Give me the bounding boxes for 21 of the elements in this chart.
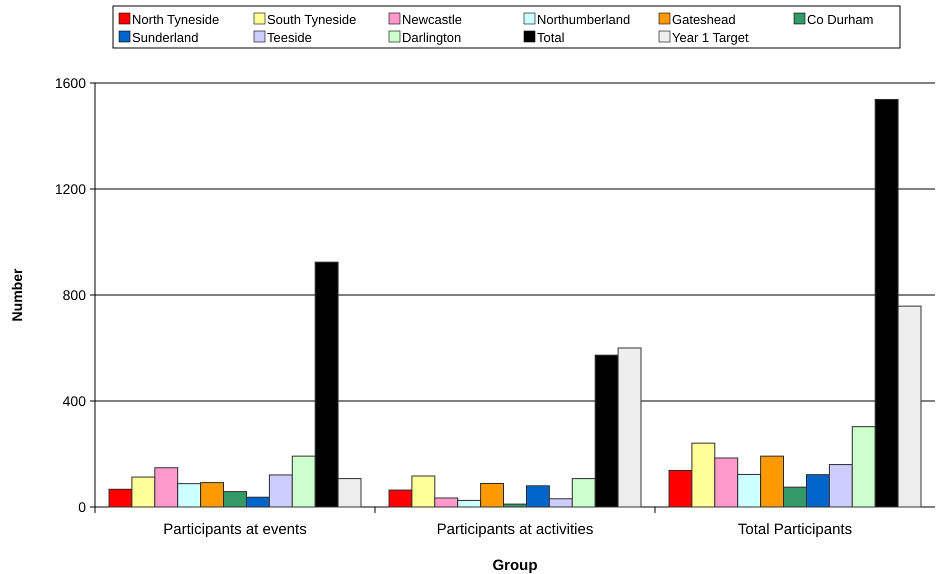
y-tick-label: 800 xyxy=(62,286,86,303)
legend-label: Year 1 Target xyxy=(672,30,750,45)
y-tick-label: 0 xyxy=(78,498,86,515)
legend-label: Newcastle xyxy=(402,12,462,27)
y-axis-title: Number xyxy=(9,268,25,322)
y-tick-label: 1200 xyxy=(54,180,86,197)
legend-label: Co Durham xyxy=(807,12,874,27)
x-tick-label: Participants at activities xyxy=(436,521,594,538)
legend-label: Darlington xyxy=(402,30,462,45)
y-tick-label: 1600 xyxy=(54,74,86,91)
legend-label: South Tyneside xyxy=(267,12,356,27)
legend-label: Sunderland xyxy=(132,30,198,45)
x-axis-title: Group xyxy=(492,557,538,574)
legend-label: Northumberland xyxy=(537,12,630,27)
x-tick-label: Participants at events xyxy=(163,521,307,538)
y-tick-label: 400 xyxy=(62,392,86,409)
legend-label: Teeside xyxy=(267,30,312,45)
legend-label: Total xyxy=(537,30,565,45)
x-tick-label: Total Participants xyxy=(738,521,852,538)
legend-label: Gateshead xyxy=(672,12,736,27)
legend-label: North Tyneside xyxy=(132,12,220,27)
